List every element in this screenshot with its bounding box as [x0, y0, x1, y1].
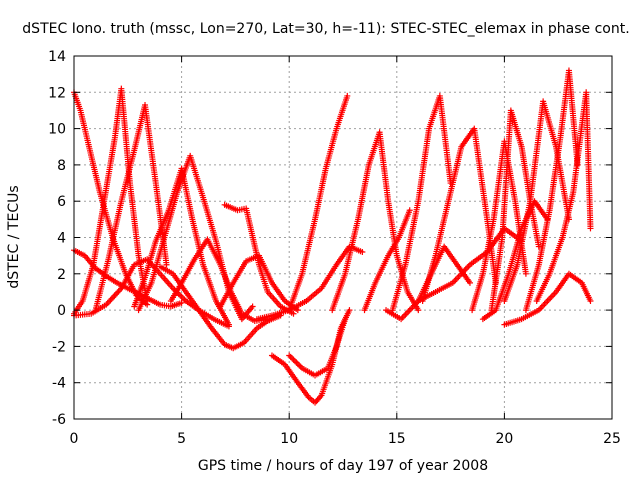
data-series [488, 107, 542, 314]
data-point [289, 355, 296, 362]
data-point [522, 270, 529, 277]
y-tick-label: 4 [57, 231, 66, 247]
data-point [110, 294, 117, 301]
data-series [286, 316, 349, 379]
data-point [535, 243, 542, 250]
x-tick-label: 0 [70, 431, 79, 447]
data-point [106, 298, 113, 305]
data-point [112, 291, 119, 298]
data-point [359, 249, 366, 256]
data-point [180, 295, 187, 302]
data-point [178, 299, 185, 306]
data-point [225, 321, 232, 328]
data-point [115, 288, 122, 295]
data-series [389, 92, 454, 314]
data-point [163, 261, 170, 268]
x-tick-label: 25 [603, 431, 621, 447]
data-series [479, 198, 551, 323]
data-series [268, 307, 353, 406]
data-point [587, 225, 594, 232]
data-point [346, 307, 353, 314]
y-tick-label: 2 [57, 267, 66, 283]
y-tick-label: -4 [52, 376, 66, 392]
y-axis-label: dSTEC / TECUs [6, 185, 22, 288]
data-point [342, 316, 349, 323]
y-tick-label: 12 [48, 85, 66, 101]
x-axis-label: GPS time / hours of day 197 of year 2008 [198, 458, 488, 474]
data-series [286, 92, 351, 314]
y-tick-label: 6 [57, 194, 66, 210]
y-tick-label: 14 [48, 49, 66, 65]
data-point [344, 92, 351, 99]
data-point [107, 297, 114, 304]
data-point [406, 207, 413, 214]
x-tick-label: 20 [495, 431, 513, 447]
data-point [296, 362, 303, 369]
data-series [501, 270, 594, 328]
y-tick-label: -2 [52, 339, 66, 355]
x-tick-label: 5 [177, 431, 186, 447]
data-point [294, 360, 301, 367]
data-series [157, 263, 284, 352]
data-series [533, 89, 594, 305]
chart-title: dSTEC Iono. truth (mssc, Lon=270, Lat=30… [22, 21, 629, 37]
data-point [287, 353, 294, 360]
y-tick-label: 0 [57, 303, 66, 319]
data-point [291, 358, 298, 365]
data-series [71, 89, 151, 308]
data-point [114, 289, 121, 296]
data-point [466, 279, 473, 286]
data-point [415, 307, 422, 314]
data-point [111, 292, 118, 299]
data-point [587, 298, 594, 305]
data-points [71, 67, 594, 406]
data-point [294, 307, 301, 314]
data-point [178, 293, 185, 300]
data-point [108, 295, 115, 302]
data-point [286, 352, 293, 359]
data-point [293, 359, 300, 366]
data-point [249, 303, 256, 310]
axis-ticks: 0 5 10 15 20 25 -6 -4 -2 0 2 4 6 8 10 12 14 [48, 49, 621, 447]
data-series [522, 67, 581, 314]
data-point [290, 356, 297, 363]
data-series [361, 207, 413, 314]
x-tick-label: 10 [280, 431, 298, 447]
data-point [290, 310, 297, 317]
y-tick-label: 8 [57, 158, 66, 174]
y-tick-label: -6 [52, 412, 66, 428]
data-series [221, 201, 297, 317]
y-tick-label: 10 [48, 122, 66, 138]
x-tick-label: 15 [388, 431, 406, 447]
data-series [217, 252, 301, 314]
